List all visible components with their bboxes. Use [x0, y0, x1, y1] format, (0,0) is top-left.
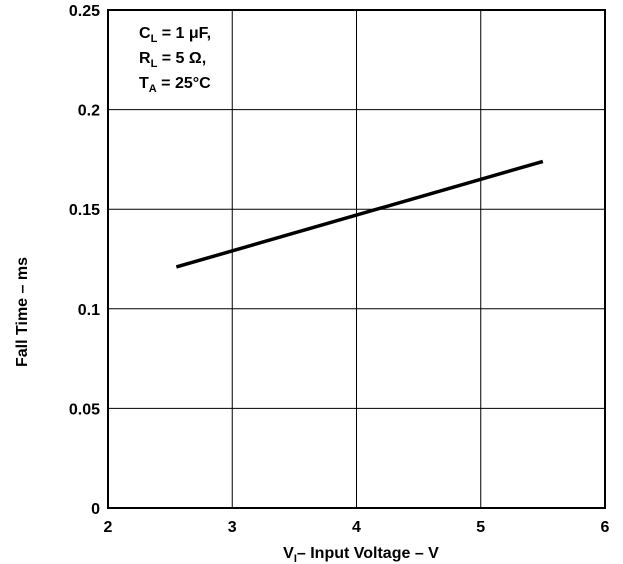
- y-tick-label: 0: [91, 501, 100, 518]
- annotation-symbol: T: [139, 75, 149, 92]
- annotation-subscript: A: [149, 83, 157, 95]
- x-tick-labels: 2 3 4 5 6: [104, 519, 610, 536]
- y-tick-label: 0.15: [69, 202, 100, 219]
- annotation-value: = 25°C: [157, 75, 211, 92]
- y-tick-label: 0.2: [78, 103, 100, 120]
- series-group: [175, 159, 544, 269]
- annotation-value: = 5 Ω,: [157, 50, 206, 67]
- x-axis-label: VI– Input Voltage – V: [283, 545, 439, 564]
- y-tick-labels: 0 0.05 0.1 0.15 0.2 0.25: [69, 3, 100, 518]
- x-axis-label-sub: I: [294, 553, 297, 564]
- annotation-line: TA = 25°C: [139, 75, 211, 95]
- x-axis-label-rest: – Input Voltage – V: [297, 545, 439, 562]
- annotation-value: = 1 μF,: [157, 25, 211, 42]
- x-axis-label-var: V: [283, 545, 294, 562]
- annotation-line: CL = 1 μF,: [139, 25, 211, 45]
- x-tick-label: 2: [104, 519, 113, 536]
- y-tick-label: 0.05: [69, 401, 100, 418]
- annotation-subscript: L: [151, 58, 158, 70]
- grid-lines: [108, 10, 605, 508]
- annotation-line: RL = 5 Ω,: [139, 50, 206, 70]
- annotation-subscript: L: [151, 33, 158, 45]
- x-tick-label: 4: [352, 519, 361, 536]
- y-tick-label: 0.1: [78, 302, 100, 319]
- x-tick-label: 5: [476, 519, 485, 536]
- x-tick-label: 6: [601, 519, 610, 536]
- plot-frame: [107, 9, 606, 509]
- annotation-symbol: C: [139, 25, 151, 42]
- series-line: [175, 159, 544, 269]
- conditions-annotation: CL = 1 μF,RL = 5 Ω,TA = 25°C: [139, 25, 211, 95]
- y-tick-label: 0.25: [69, 3, 100, 20]
- x-tick-label: 3: [228, 519, 237, 536]
- annotation-symbol: R: [139, 50, 151, 67]
- y-axis-label: Fall Time – ms: [14, 257, 31, 367]
